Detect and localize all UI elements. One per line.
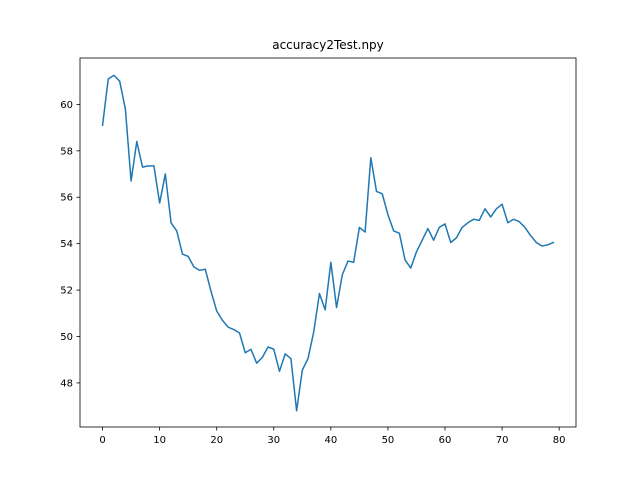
- x-tick-label: 80: [553, 435, 566, 446]
- y-tick-label: 58: [60, 146, 73, 157]
- y-tick-label: 60: [60, 100, 73, 111]
- plot-frame: [79, 57, 577, 428]
- x-tick-label: 50: [382, 435, 395, 446]
- y-tick-label: 54: [60, 239, 73, 250]
- y-tick-label: 48: [60, 378, 73, 389]
- y-tick-label: 50: [60, 332, 73, 343]
- x-tick-label: 0: [99, 435, 105, 446]
- y-tick-label: 56: [60, 193, 73, 204]
- chart-title: accuracy2Test.npy: [272, 38, 384, 52]
- plot-area: [79, 57, 577, 428]
- x-tick-label: 30: [267, 435, 280, 446]
- x-tick-label: 40: [324, 435, 337, 446]
- x-tick-label: 60: [439, 435, 452, 446]
- series-line: [101, 74, 555, 412]
- x-tick-label: 20: [210, 435, 223, 446]
- x-tick-label: 70: [496, 435, 509, 446]
- x-tick-label: 10: [153, 435, 166, 446]
- x-axis: 0 10 20 30 40 50 60 70 80: [99, 427, 566, 446]
- y-axis: 48 50 52 54 56 58 60: [60, 100, 80, 389]
- y-tick-label: 52: [60, 286, 73, 297]
